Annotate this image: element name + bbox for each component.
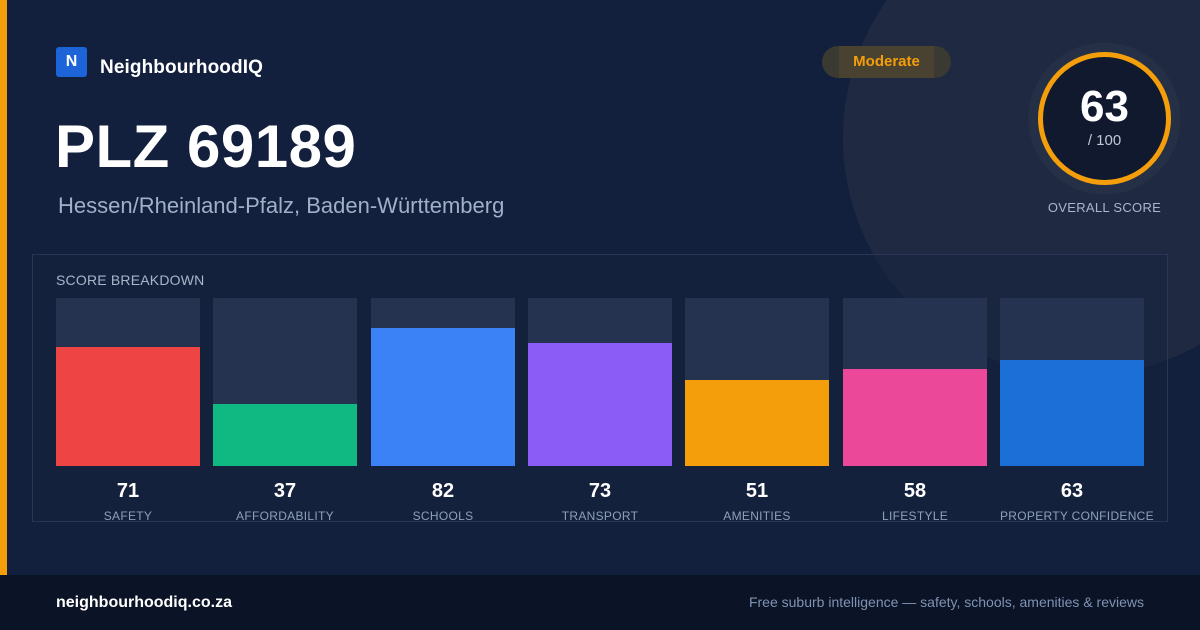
bar-value: 82 <box>431 480 455 502</box>
rating-badge-label: Moderate <box>853 53 920 70</box>
bar-fill <box>213 404 357 466</box>
bar-label: TRANSPORT <box>561 509 639 523</box>
brand-name: NeighbourhoodIQ <box>100 57 263 78</box>
bar-value: 51 <box>745 480 769 502</box>
rating-badge: Moderate <box>822 46 951 78</box>
overall-score-label: OVERALL SCORE <box>1047 200 1162 215</box>
bar-track <box>213 298 357 466</box>
bar-fill <box>843 369 987 466</box>
bar-label: AFFORDABILITY <box>236 509 334 523</box>
bar-label: LIFESTYLE <box>881 509 949 523</box>
bar-label: AMENITIES <box>723 509 791 523</box>
bar-value: 58 <box>903 480 927 502</box>
footer <box>0 575 1200 630</box>
badge-highlight <box>839 46 934 78</box>
bar-fill <box>371 328 515 466</box>
footer-url-link[interactable]: neighbourhoodiq.co.za <box>56 594 232 611</box>
bar-value: 73 <box>588 480 612 502</box>
footer-tagline: Free suburb intelligence — safety, schoo… <box>748 594 1144 610</box>
bar-value: 63 <box>1060 480 1084 502</box>
score-bar-amenities: 51 AMENITIES <box>685 298 829 523</box>
bar-track <box>371 298 515 466</box>
score-bar-schools: 82 SCHOOLS <box>371 298 515 523</box>
score-breakdown-title: SCORE BREAKDOWN <box>56 272 205 288</box>
bar-fill <box>528 343 672 466</box>
region-subtitle: Hessen/Rheinland-Pfalz, Baden-Württember… <box>58 193 505 218</box>
score-bar-safety: 71 SAFETY <box>56 298 200 523</box>
score-bar-affordability: 37 AFFORDABILITY <box>213 298 357 523</box>
bar-track <box>56 298 200 466</box>
score-bar-lifestyle: 58 LIFESTYLE <box>843 298 987 523</box>
score-bar-property-confidence: 63 PROPERTY CONFIDENCE <box>1000 298 1154 523</box>
ring-progress-arc <box>1038 52 1171 185</box>
bar-label: PROPERTY CONFIDENCE <box>1000 509 1154 523</box>
accent-strip <box>0 0 7 575</box>
bar-value: 37 <box>273 480 297 502</box>
bar-track <box>1000 298 1144 466</box>
bar-fill <box>1000 360 1144 466</box>
brand-logo-icon: N <box>56 47 87 77</box>
bar-fill <box>685 380 829 466</box>
page-title: PLZ 69189 <box>55 113 357 180</box>
overall-score-value: 63 <box>1080 82 1129 131</box>
bar-label: SAFETY <box>103 509 153 523</box>
bar-value: 71 <box>116 480 140 502</box>
bar-track <box>528 298 672 466</box>
score-bar-transport: 73 TRANSPORT <box>528 298 672 523</box>
ring-inner-disc <box>1040 54 1169 183</box>
bar-fill <box>56 347 200 466</box>
bar-track <box>685 298 829 466</box>
bar-track <box>843 298 987 466</box>
overall-score-max: / 100 <box>1087 132 1122 149</box>
bar-label: SCHOOLS <box>412 509 474 523</box>
overall-score-ring <box>1028 42 1181 195</box>
